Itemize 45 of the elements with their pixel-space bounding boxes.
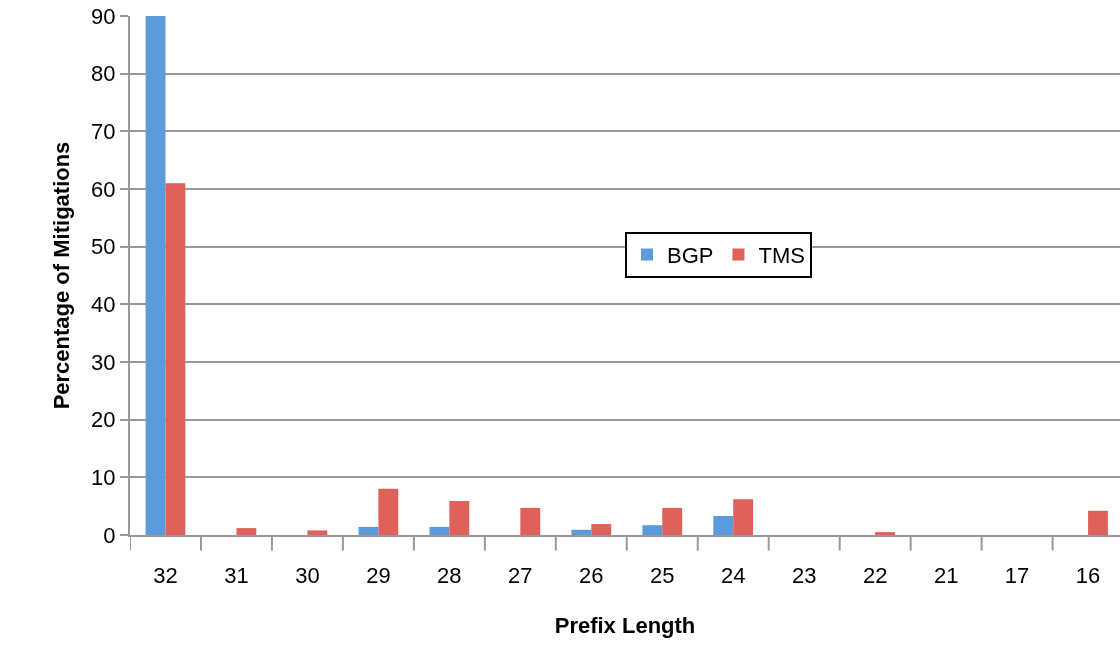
y-tick-label: 10 xyxy=(91,465,116,491)
bar xyxy=(165,183,186,535)
bar xyxy=(449,500,470,535)
bar xyxy=(662,507,683,535)
bar xyxy=(591,524,612,535)
y-tick-label: 90 xyxy=(91,3,116,29)
x-tick-label: 32 xyxy=(153,563,178,589)
bar xyxy=(358,526,379,535)
bar xyxy=(236,528,257,535)
y-tick-label: 70 xyxy=(91,119,116,145)
x-tick-label: 30 xyxy=(295,563,320,589)
bar xyxy=(571,529,592,535)
y-tick-label: 60 xyxy=(91,176,116,202)
x-tick-label: 28 xyxy=(437,563,462,589)
x-tick-label: 29 xyxy=(366,563,391,589)
legend-label: TMS xyxy=(758,243,805,269)
x-tick-label: 27 xyxy=(508,563,533,589)
bar xyxy=(429,526,450,535)
x-axis-title: Prefix Length xyxy=(554,612,696,638)
y-axis-title: Percentage of Mitigations xyxy=(49,141,75,410)
y-tick-label: 20 xyxy=(91,407,116,433)
bar xyxy=(1088,510,1108,535)
bar xyxy=(875,532,896,535)
x-tick-label: 22 xyxy=(862,563,888,589)
y-tick-label: 80 xyxy=(91,61,116,87)
bar xyxy=(642,525,663,535)
bar xyxy=(145,16,166,535)
x-tick-label: 26 xyxy=(579,563,604,589)
bar xyxy=(307,530,328,535)
x-tick-label: 23 xyxy=(791,563,817,589)
y-tick-label: 40 xyxy=(91,292,116,318)
x-tick-label: 17 xyxy=(1004,563,1030,589)
bar xyxy=(713,515,734,535)
bar xyxy=(378,488,399,535)
y-tick-label: 50 xyxy=(91,234,116,260)
y-tick-label: 30 xyxy=(91,349,116,375)
bar xyxy=(520,507,541,535)
x-tick-label: 25 xyxy=(650,563,675,589)
x-tick-label: 31 xyxy=(224,563,249,589)
x-tick-label: 16 xyxy=(1075,563,1101,589)
y-tick-label: 0 xyxy=(103,522,116,548)
legend-label: BGP xyxy=(667,243,714,269)
bar xyxy=(733,499,754,535)
x-tick-label: 24 xyxy=(720,563,746,589)
x-tick-label: 21 xyxy=(933,563,959,589)
